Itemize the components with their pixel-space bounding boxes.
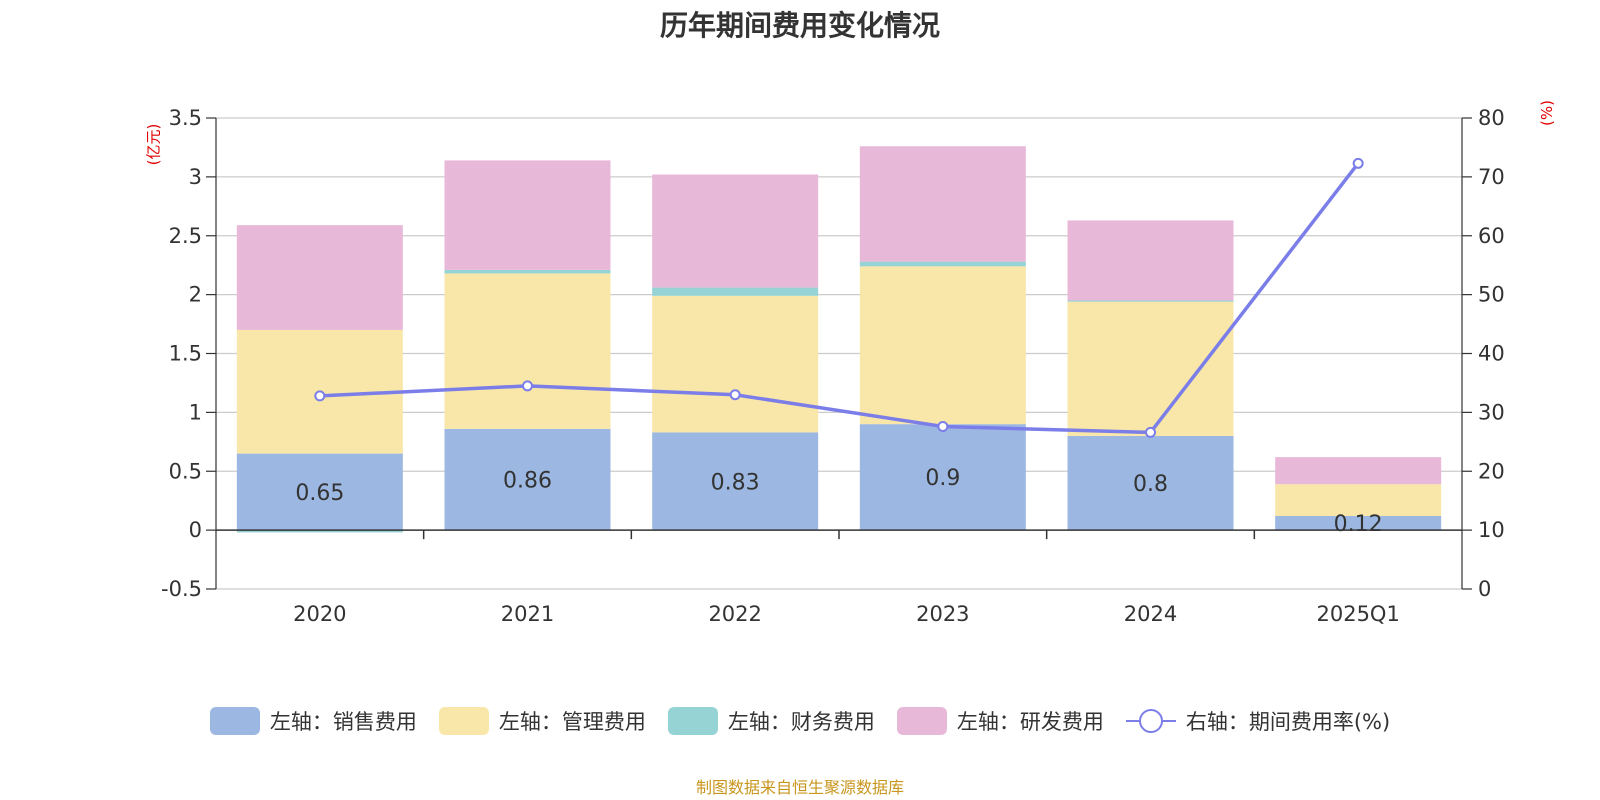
legend-swatch-admin: [438, 707, 489, 735]
legend-item-rd[interactable]: 左轴：研发费用: [896, 706, 1104, 736]
point-rate-2025Q1: [1352, 157, 1364, 169]
chart-plot: -0.5 0 0.5 1 1.5 2 2.5 3 3.5 0 10 20 30 40 50 60 70 80 202…: [161, 106, 1505, 626]
bar-rd-2020: [236, 225, 403, 330]
data-label-sales-2024: 0.8: [1133, 472, 1168, 497]
right-axis-tick-label: 70: [1478, 165, 1505, 189]
x-axis-tick-label-2025Q1: 2025Q1: [1316, 602, 1399, 626]
x-axis-tick-label-2023: 2023: [916, 602, 969, 626]
legend-label-rd: 左轴：研发费用: [956, 710, 1104, 734]
legend-swatch-rd: [896, 707, 947, 735]
left-axis-tick-label: 2.5: [169, 224, 202, 248]
right-axis-tick-label: 10: [1478, 518, 1505, 542]
bar-rd-2022: [652, 174, 819, 288]
chart-legend: 左轴：销售费用 左轴：管理费用 左轴：财务费用 左轴：研发费用 右轴：期间费用率…: [0, 706, 1600, 736]
bar-finance-2022: [652, 287, 819, 296]
legend-label-sales: 左轴：销售费用: [269, 710, 417, 734]
bar-finance-2024: [1067, 300, 1234, 302]
right-axis-tick-label: 60: [1478, 224, 1505, 248]
bar-sales-2022: [652, 432, 819, 531]
right-axis-tick-label: 30: [1478, 400, 1505, 424]
point-rate-2023: [937, 421, 949, 433]
right-axis-tick-label: 20: [1478, 459, 1505, 483]
point-rate-2024: [1145, 426, 1156, 438]
right-axis-tick-label: 80: [1478, 106, 1505, 130]
x-axis-tick-label-2021: 2021: [501, 602, 554, 626]
data-label-sales-2020: 0.65: [295, 481, 344, 506]
legend-label-admin: 左轴：管理费用: [498, 710, 646, 734]
bar-rd-2021: [444, 160, 611, 270]
right-axis-tick-label: 40: [1478, 342, 1505, 366]
bar-admin-2024: [1067, 301, 1234, 436]
bar-sales-2020: [236, 453, 403, 531]
legend-item-finance[interactable]: 左轴：财务费用: [667, 706, 875, 736]
data-source-note: 制图数据来自恒生聚源数据库: [695, 778, 904, 797]
left-axis-tick-label: 0.5: [169, 459, 202, 483]
x-axis-tick-label-2020: 2020: [293, 602, 346, 626]
left-axis-tick-label: -0.5: [161, 577, 202, 601]
right-axis-tick-label: 50: [1478, 283, 1505, 307]
left-axis-tick-label: 3: [189, 165, 202, 189]
bar-rd-2025Q1: [1275, 457, 1442, 485]
bar-finance-2021: [444, 269, 611, 274]
legend-label-rate: 右轴：期间费用率(%): [1185, 710, 1391, 734]
bar-admin-2022: [652, 295, 819, 433]
left-axis-tick-label: 1: [189, 400, 202, 424]
bar-rd-2024: [1067, 220, 1234, 301]
left-axis-tick-label: 0: [189, 518, 202, 542]
right-axis-tick-label: 0: [1478, 577, 1491, 601]
left-axis-tick-label: 2: [189, 283, 202, 307]
x-axis-tick-label-2024: 2024: [1124, 602, 1177, 626]
point-rate-2020: [314, 390, 326, 402]
point-rate-2022: [729, 389, 741, 401]
legend-item-admin[interactable]: 左轴：管理费用: [438, 706, 646, 736]
bar-finance-2023: [859, 261, 1026, 267]
data-label-sales-2023: 0.9: [925, 466, 960, 491]
line-rate: [319, 162, 1360, 435]
data-label-sales-2025Q1: 0.12: [1334, 512, 1383, 537]
bar-sales-2025Q1: [1275, 515, 1442, 531]
bar-admin-2021: [444, 273, 611, 429]
legend-item-sales[interactable]: 左轴：销售费用: [209, 706, 417, 736]
bar-sales-2024: [1067, 435, 1234, 531]
left-axis-tick-label: 3.5: [169, 106, 202, 130]
bar-sales-2021: [444, 428, 611, 531]
chart-title: 历年期间费用变化情况: [659, 9, 940, 42]
bar-rd-2023: [859, 146, 1026, 262]
bar-admin-2025Q1: [1275, 484, 1442, 516]
bar-finance-2020: [236, 530, 403, 533]
legend-label-finance: 左轴：财务费用: [727, 710, 875, 734]
data-label-sales-2021: 0.86: [503, 468, 552, 493]
legend-swatch-finance: [667, 707, 718, 735]
legend-item-rate[interactable]: 右轴：期间费用率(%): [1125, 706, 1391, 736]
legend-swatch-sales: [209, 707, 260, 735]
data-label-sales-2022: 0.83: [711, 470, 760, 495]
bar-sales-2023: [859, 424, 1026, 531]
left-axis-tick-label: 1.5: [169, 342, 202, 366]
legend-swatch-rate: [1125, 709, 1176, 733]
point-rate-2021: [522, 380, 533, 392]
bar-admin-2023: [859, 266, 1026, 425]
x-axis-tick-label-2022: 2022: [708, 602, 761, 626]
